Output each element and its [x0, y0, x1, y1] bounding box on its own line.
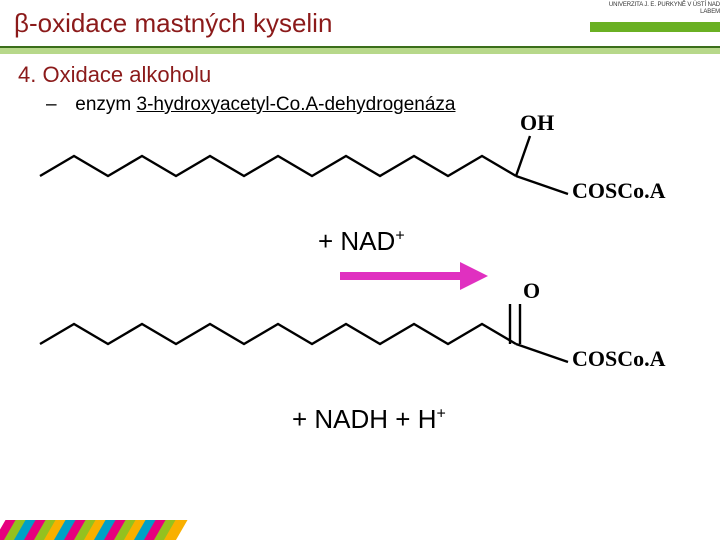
cofactor-nad: + NAD+ — [318, 226, 405, 257]
product-cosc-label: COSCo.A — [572, 346, 666, 372]
substrate-cosc-branch — [516, 176, 568, 194]
top-right-logo-area: UNIVERZITA J. E. PURKYNĚ V ÚSTÍ NAD LABE… — [580, 0, 720, 34]
university-logo-text: UNIVERZITA J. E. PURKYNĚ V ÚSTÍ NAD LABE… — [590, 2, 720, 20]
arrow-shaft — [340, 272, 460, 280]
nad-sup: + — [395, 227, 404, 244]
nad-text: + NAD — [318, 226, 395, 256]
enzyme-line: – enzym 3-hydroxyacetyl-Co.A-dehydrogená… — [0, 90, 720, 116]
reaction-diagram: OH COSCo.A + NAD+ O COSCo.A + NADH + H+ — [20, 116, 700, 476]
footer-stripes — [0, 520, 280, 540]
substrate-chain — [40, 156, 516, 176]
nadh-sup: + — [437, 405, 446, 422]
slide-header: β-oxidace mastných kyselin UNIVERZITA J.… — [0, 0, 720, 46]
enzyme-prefix: enzym — [75, 94, 136, 115]
oh-label: OH — [520, 110, 554, 136]
substrate-oh-branch — [516, 136, 530, 176]
section-subtitle: 4. Oxidace alkoholu — [0, 54, 720, 90]
o-label: O — [523, 278, 540, 304]
logo-green-strip — [590, 22, 720, 32]
bullet-dash: – — [46, 94, 70, 116]
cofactor-nadh: + NADH + H+ — [292, 404, 446, 435]
substrate-cosc-label: COSCo.A — [572, 178, 666, 204]
product-chain — [40, 324, 516, 344]
enzyme-name: 3-hydroxyacetyl-Co.A-dehydrogenáza — [137, 94, 456, 115]
product-cosc-branch — [516, 344, 568, 362]
nadh-text: + NADH + H — [292, 404, 437, 434]
